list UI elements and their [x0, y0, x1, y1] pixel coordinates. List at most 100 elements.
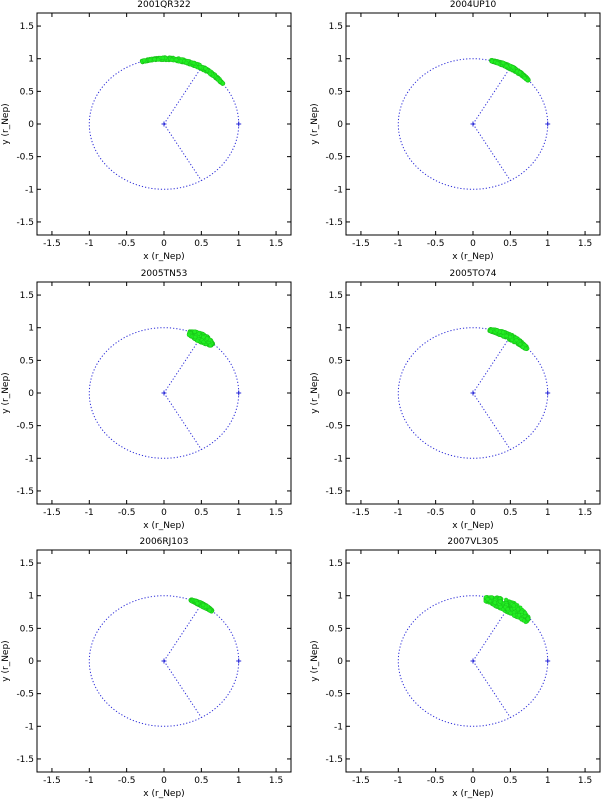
l5-line: [163, 392, 202, 450]
x-tick-label: 1: [236, 508, 242, 518]
x-tick-label: -0.5: [427, 239, 445, 249]
x-tick-label: -0.5: [118, 239, 136, 249]
y-tick-label: 1: [337, 324, 343, 334]
panel-title: 2007VL305: [447, 537, 498, 547]
clone-point: [498, 604, 503, 610]
l4-line: [472, 336, 511, 394]
panel-title: 2005TO74: [450, 269, 497, 279]
clone-point: [207, 71, 212, 76]
clone-point: [195, 338, 200, 343]
y-tick-label: 1.5: [20, 559, 34, 569]
l4-line: [163, 67, 202, 125]
panel-title: 2005TN53: [141, 269, 188, 279]
clone-point: [217, 79, 223, 84]
x-tick-label: -0.5: [118, 508, 136, 518]
y-tick-label: 0: [28, 657, 34, 667]
clone-point: [178, 59, 183, 64]
panel-2: 2004UP10 -1.5 -1 -0.5 0 0.5 1 1.5 -1.5 -1 -0.5 0 0.5…: [310, 0, 601, 262]
x-axis-label: x (r_Nep): [143, 252, 184, 262]
clone-point: [523, 610, 528, 615]
panel-4: 2005TO74 -1.5 -1 -0.5 0 0.5 1 1.5 -1.5 -1 -0.5 0 0.5…: [310, 269, 601, 531]
clone-point: [514, 338, 519, 343]
x-tick-label: 0.5: [503, 508, 517, 518]
l4-line: [163, 336, 202, 394]
clone-point: [184, 60, 189, 65]
clone-point: [169, 57, 174, 62]
x-tick-label: 1.5: [578, 239, 592, 249]
panel-title: 2004UP10: [450, 0, 497, 10]
x-tick-label: -1: [85, 239, 94, 249]
panel-5: 2006RJ103 -1.5 -1 -0.5 0 0.5 1 1.5 -1.5 -1 -0.5 0 0.…: [1, 537, 292, 799]
clone-point: [174, 57, 179, 62]
y-tick-label: 0.5: [20, 87, 34, 97]
y-tick-label: -1.5: [16, 755, 34, 765]
clone-point: [203, 66, 208, 71]
l5-line: [472, 123, 511, 181]
x-tick-label: 1: [545, 239, 551, 249]
y-tick-label: 0.5: [20, 356, 34, 366]
clone-point: [516, 613, 522, 618]
clone-point: [508, 611, 513, 616]
x-tick-label: 1: [236, 239, 242, 249]
y-tick-label: -0.5: [16, 690, 34, 700]
clone-point: [488, 329, 493, 334]
clone-point: [205, 336, 210, 341]
clone-point: [495, 61, 500, 66]
clone-point: [186, 332, 191, 337]
clone-point: [489, 59, 494, 64]
clone-point: [510, 65, 515, 70]
clone-point: [160, 55, 165, 60]
clone-point: [198, 65, 203, 70]
clone-point: [508, 334, 513, 340]
clone-point: [515, 607, 521, 612]
panel-title: 2001QR322: [137, 0, 190, 10]
x-tick-label: 1.5: [578, 776, 592, 786]
clone-point: [525, 616, 530, 621]
x-tick-label: -0.5: [118, 776, 136, 786]
x-tick-label: -1.5: [43, 239, 61, 249]
clone-cloud: [186, 329, 215, 348]
x-tick-label: -0.5: [427, 776, 445, 786]
clone-point: [521, 618, 527, 623]
x-tick-label: -1.5: [43, 508, 61, 518]
y-tick-label: 1: [28, 592, 34, 602]
y-tick-label: 0.5: [329, 356, 343, 366]
l5-line: [163, 660, 202, 718]
y-tick-label: -0.5: [16, 153, 34, 163]
y-tick-label: -0.5: [325, 690, 343, 700]
clone-point: [192, 329, 197, 334]
clone-point: [489, 595, 494, 600]
clone-point: [517, 70, 522, 75]
clone-point: [501, 330, 506, 335]
x-tick-label: 1.5: [269, 239, 283, 249]
y-tick-label: 0.5: [329, 624, 343, 634]
x-tick-label: 1.5: [269, 776, 283, 786]
clone-point: [152, 57, 157, 62]
x-tick-label: -1: [85, 508, 94, 518]
clone-point: [519, 609, 524, 614]
y-tick-label: 0.5: [329, 87, 343, 97]
x-tick-label: 1.5: [269, 508, 283, 518]
clone-point: [504, 63, 509, 68]
x-tick-label: 0.5: [503, 776, 517, 786]
x-tick-label: 0: [161, 776, 167, 786]
clone-point: [517, 342, 523, 347]
y-tick-label: -1: [334, 185, 343, 195]
y-axis-label: y (r_Nep): [1, 640, 11, 681]
y-tick-label: 0: [28, 389, 34, 399]
clone-point: [207, 608, 212, 613]
x-tick-label: 0: [470, 239, 476, 249]
panel-3: 2005TN53 -1.5 -1 -0.5 0 0.5 1 1.5 -1.5 -1 -0.5 0 0.5…: [1, 269, 292, 531]
y-tick-label: -1: [25, 722, 34, 732]
clone-point: [220, 81, 225, 86]
x-tick-label: -1.5: [352, 508, 370, 518]
y-tick-label: -1: [334, 722, 343, 732]
x-axis-label: x (r_Nep): [143, 521, 184, 531]
x-tick-label: -1: [394, 776, 403, 786]
clone-point: [498, 599, 503, 604]
y-tick-label: 1.5: [329, 22, 343, 32]
clone-cloud: [487, 327, 530, 352]
x-tick-label: -1: [85, 776, 94, 786]
y-tick-label: -1: [25, 454, 34, 464]
